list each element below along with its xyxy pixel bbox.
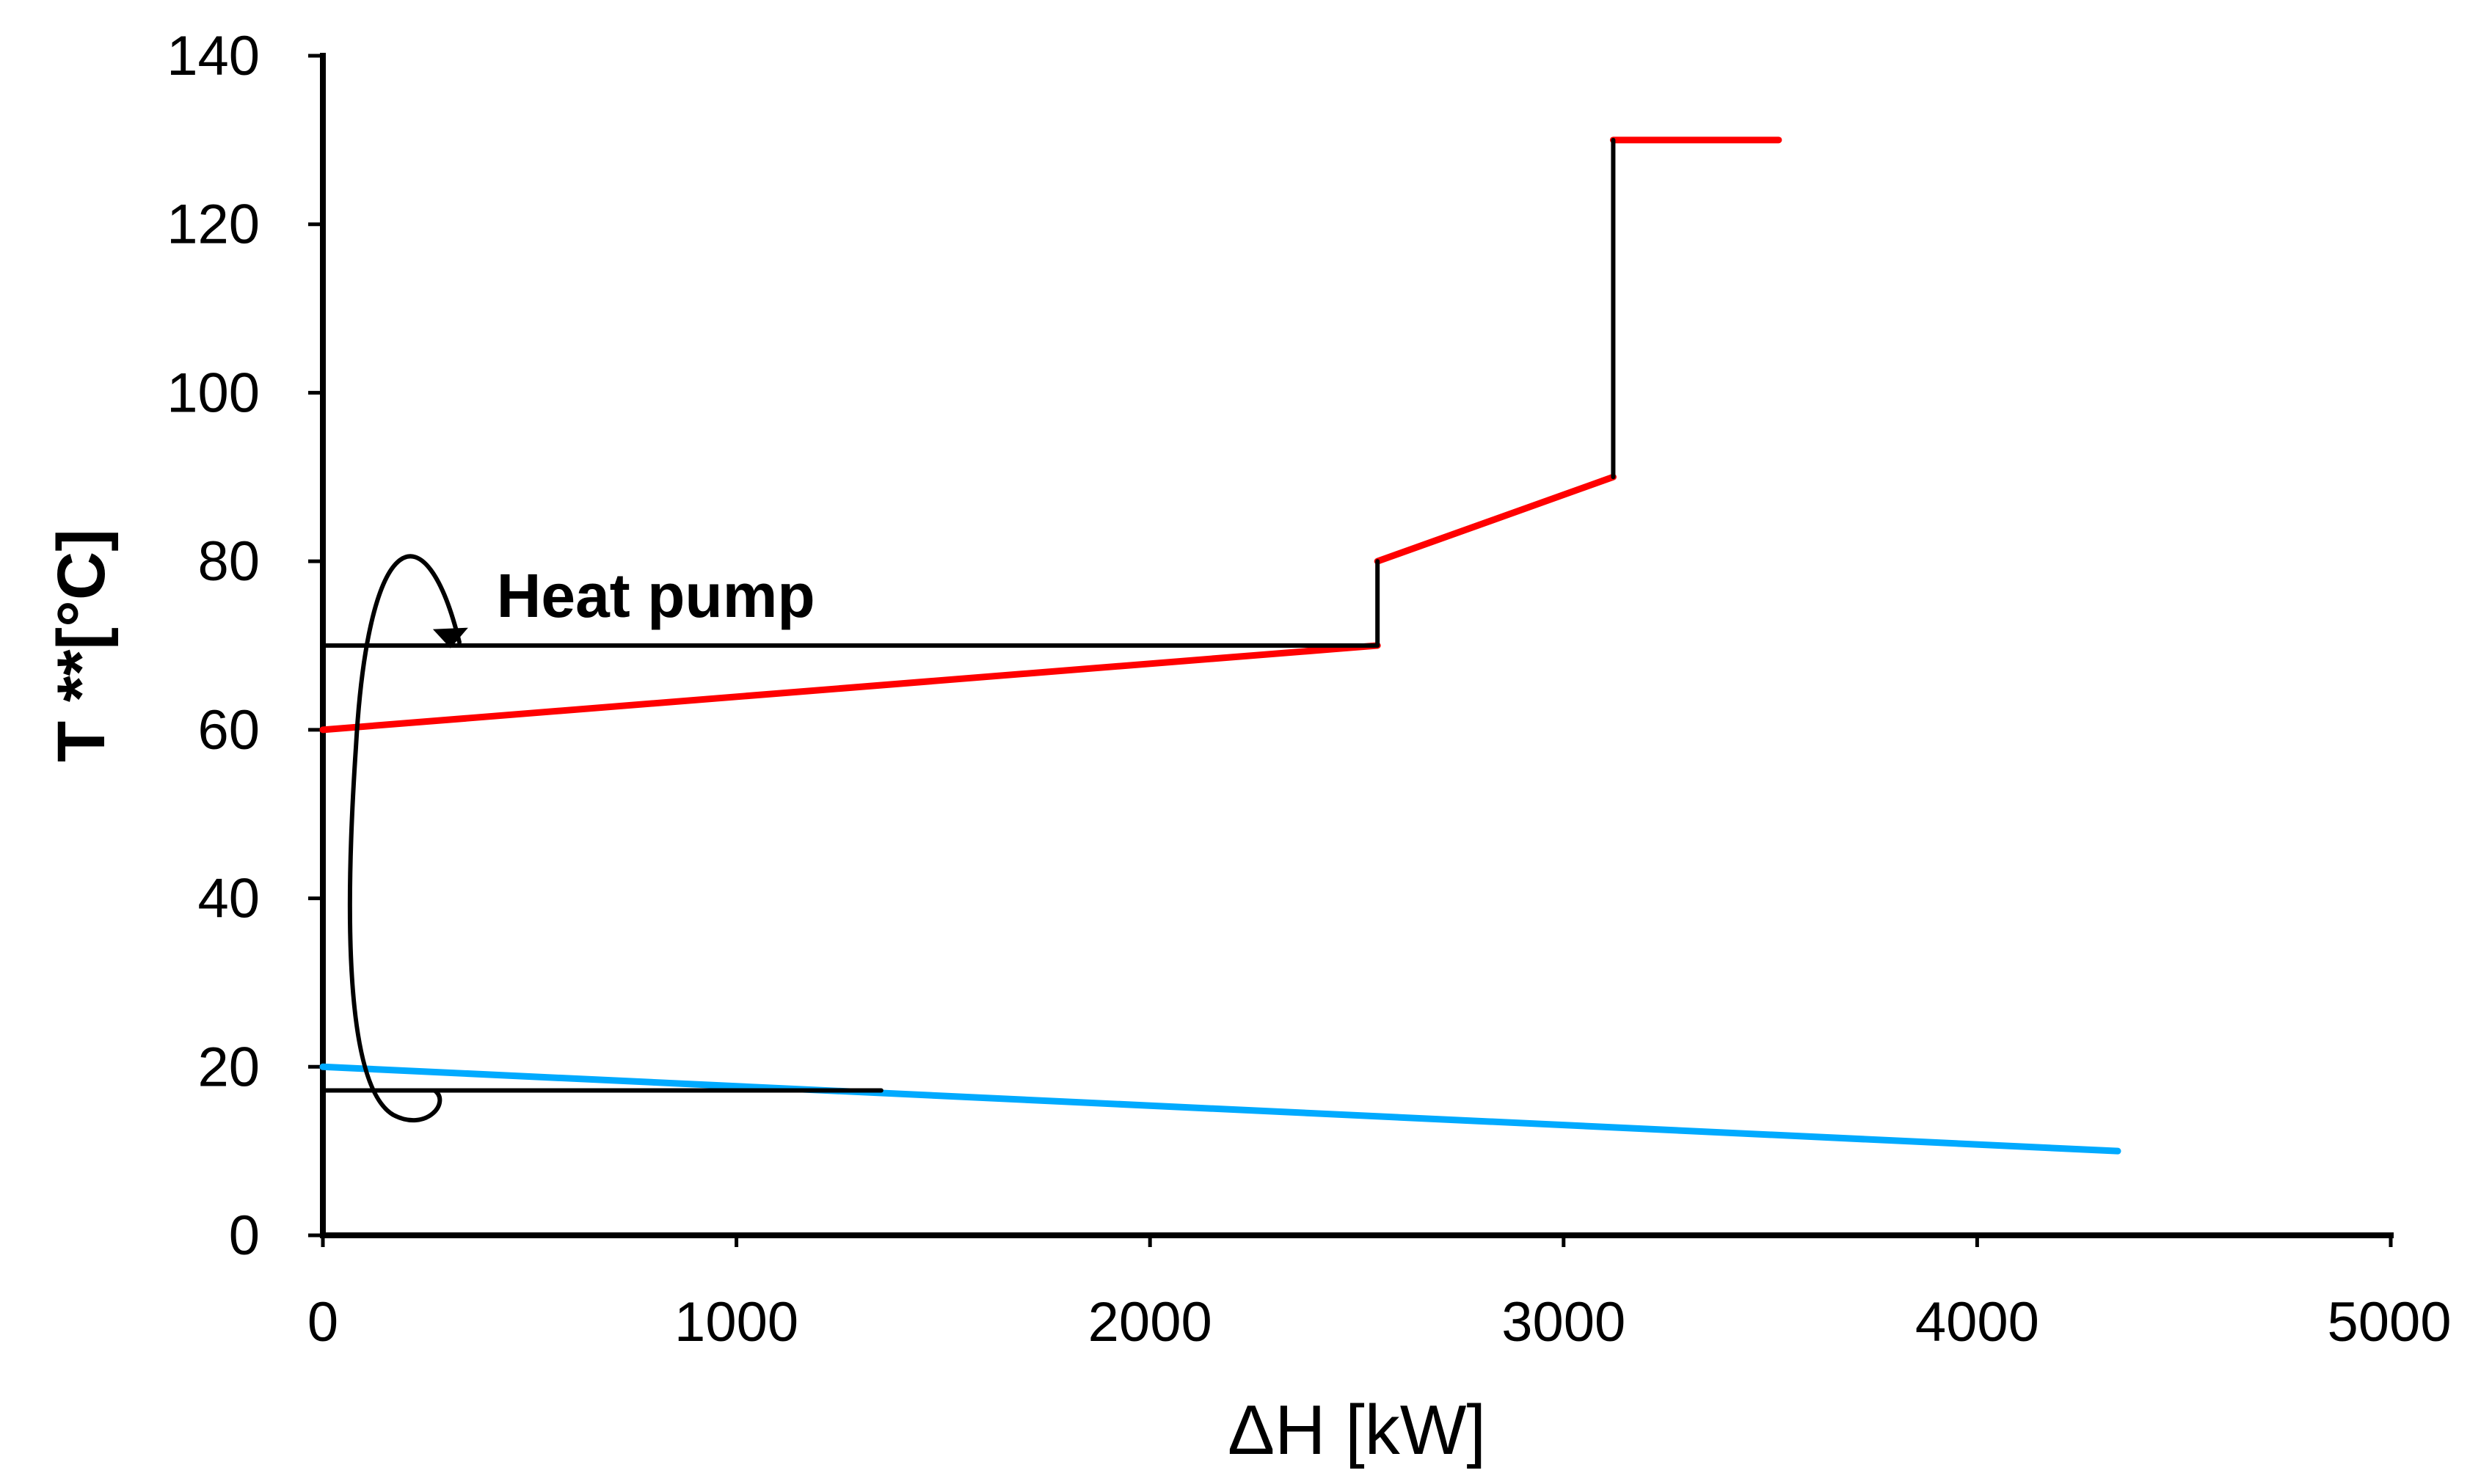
y-tick-label-0: 0 [229,1205,260,1267]
x-tick-label-5000: 5000 [2327,1291,2451,1353]
series-4 [319,1063,2121,1155]
x-axis-title: ΔH [kW] [1228,1391,1486,1469]
annotation-layer: Heat pump [347,554,815,1122]
x-tick-label-1000: 1000 [674,1291,798,1353]
y-tick-label-120: 120 [167,194,260,256]
x-tick-label-2000: 2000 [1088,1291,1212,1353]
x-tick-label-0: 0 [307,1291,338,1353]
plot-area: 0 1000 2000 3000 4000 5000 0 20 40 60 80 100 120 140… [167,25,2451,1353]
x-axis-ticks: 0 1000 2000 3000 4000 5000 [307,1235,2452,1353]
y-tick-label-140: 140 [167,25,260,87]
x-tick-label-3000: 3000 [1501,1291,1625,1353]
y-axis-ticks: 0 20 40 60 80 100 120 140 [167,25,323,1267]
heat-pump-annotation: Heat pump [497,561,815,630]
heat-pump-loop-arrow [347,554,462,1122]
series-1 [319,642,1381,734]
y-tick-label-80: 80 [197,530,260,593]
y-tick-label-60: 60 [197,699,260,761]
series-layer [319,136,2121,1155]
x-tick-label-4000: 4000 [1915,1291,2039,1353]
series-5 [321,559,1380,648]
y-tick-label-100: 100 [167,362,260,424]
y-tick-label-20: 20 [197,1036,260,1098]
series-2 [1374,473,1617,565]
heat-pump-arrowhead-icon [432,627,468,648]
y-axis-title: T **[°C] [44,529,119,762]
y-tick-label-40: 40 [197,868,260,930]
